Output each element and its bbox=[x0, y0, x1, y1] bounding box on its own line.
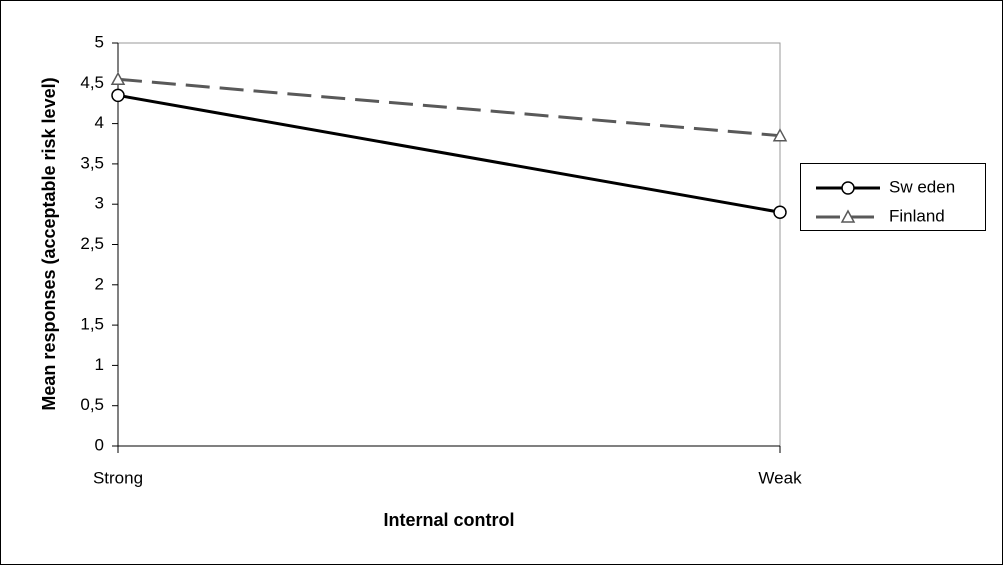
y-tick-label: 0 bbox=[95, 435, 104, 454]
legend-label: Sw eden bbox=[889, 177, 955, 196]
y-tick-label: 4 bbox=[95, 113, 104, 132]
y-tick-label: 3 bbox=[95, 194, 104, 213]
y-tick-label: 1 bbox=[95, 355, 104, 374]
series-line bbox=[117, 93, 781, 214]
y-tick-label: 4,5 bbox=[80, 73, 104, 92]
legend-label: Finland bbox=[889, 206, 945, 225]
marker bbox=[841, 181, 855, 195]
y-tick-label: 1,5 bbox=[80, 315, 104, 334]
x-tick-label: Weak bbox=[758, 468, 802, 487]
marker bbox=[110, 71, 126, 86]
x-tick-label: Strong bbox=[93, 468, 143, 487]
y-tick-label: 3,5 bbox=[80, 153, 104, 172]
marker bbox=[840, 209, 856, 223]
marker bbox=[111, 88, 125, 103]
marker bbox=[773, 205, 787, 220]
y-tick-label: 2,5 bbox=[80, 234, 104, 253]
marker bbox=[772, 128, 788, 142]
y-tick-label: 2 bbox=[95, 274, 104, 293]
y-axis-label: Mean responses (acceptable risk level) bbox=[39, 77, 59, 410]
legend bbox=[800, 163, 986, 231]
series-line bbox=[117, 77, 781, 138]
y-tick-label: 5 bbox=[95, 32, 104, 51]
x-axis-label: Internal control bbox=[383, 510, 514, 530]
y-tick-label: 0,5 bbox=[80, 395, 104, 414]
